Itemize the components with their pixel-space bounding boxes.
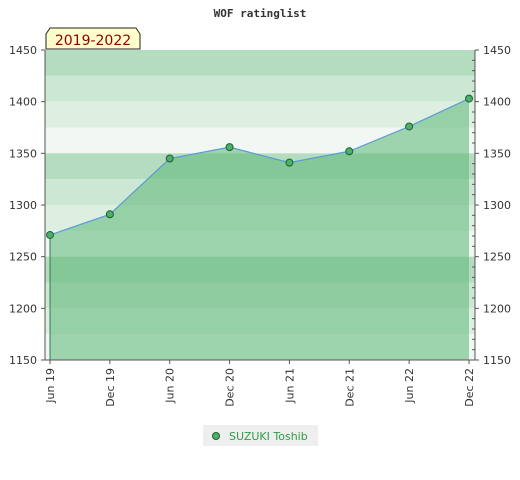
background-band [45,101,475,128]
background-band [45,50,475,76]
x-tick-label: Dec 21 [343,368,356,407]
x-tick-label: Dec 20 [224,368,237,407]
data-point[interactable] [345,147,354,156]
data-point[interactable] [105,210,114,219]
series-line [49,98,470,236]
y-axis-left: 1150 1200 1250 1300 1350 1400 1450 [9,44,46,367]
y-tick-label-left: 1400 [9,96,37,109]
y-tick-label-left: 1250 [9,251,37,264]
legend[interactable]: SUZUKI Toshib [203,425,318,446]
y-tick-label-right: 1450 [483,44,511,57]
period-badge-label: 2019-2022 [55,33,131,49]
y-tick-label-left: 1350 [9,147,37,160]
y-tick-label-right: 1250 [483,251,511,264]
data-point[interactable] [285,158,294,167]
x-tick-label: Dec 22 [463,368,476,407]
background-band [45,75,475,102]
y-tick-label-left: 1300 [9,199,37,212]
series-markers [46,94,473,239]
area-layer [49,98,470,361]
legend-marker [212,432,220,440]
y-tick-label-left: 1150 [9,354,37,367]
chart-title: WOF ratinglist [214,7,307,20]
data-point[interactable] [165,154,174,163]
y-tick-label-right: 1150 [483,354,511,367]
series-area [50,98,469,361]
y-tick-label-right: 1200 [483,302,511,315]
y-axis-right: 1150 1200 1250 1300 1350 1400 1450 [474,44,511,367]
x-axis: Jun 19 Dec 19 Jun 20 Dec 20 Jun 21 Dec 21 Jun … [44,359,476,407]
y-tick-label-right: 1350 [483,147,511,160]
data-point[interactable] [46,230,54,239]
period-badge: 2019-2022 [45,27,141,50]
data-point[interactable] [225,143,234,152]
data-point[interactable] [465,94,473,103]
data-point[interactable] [405,122,414,131]
x-tick-label: Jun 22 [403,368,416,404]
x-tick-label: Dec 19 [104,368,117,407]
y-tick-label-left: 1450 [9,44,37,57]
y-tick-label-right: 1400 [483,96,511,109]
x-tick-label: Jun 19 [44,368,57,404]
y-tick-label-left: 1200 [9,302,37,315]
x-tick-label: Jun 20 [164,368,177,404]
legend-label: SUZUKI Toshib [229,430,308,443]
y-tick-label-right: 1300 [483,199,511,212]
x-tick-label: Jun 21 [283,368,296,404]
